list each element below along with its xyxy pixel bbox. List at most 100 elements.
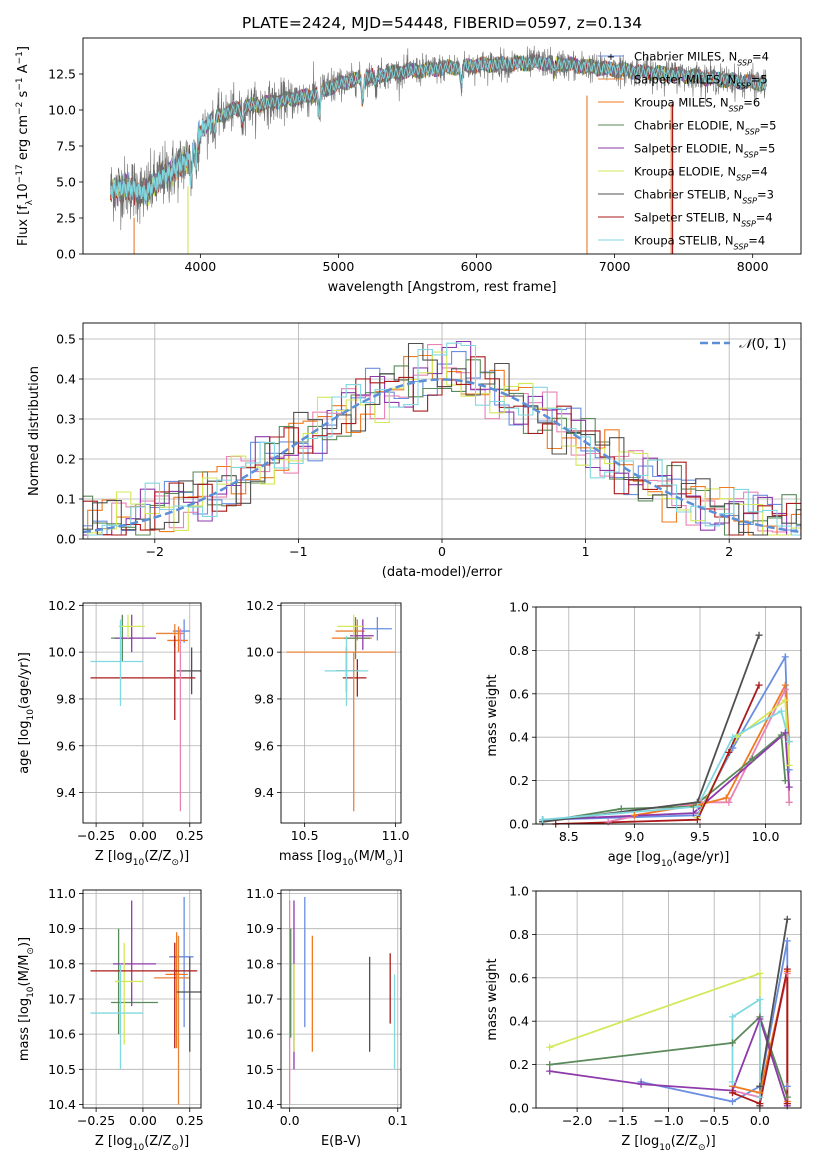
weight-point-marker xyxy=(756,969,764,977)
y-tick-label: 9.4 xyxy=(254,785,274,800)
x-axis-label: E(B-V) xyxy=(321,1134,361,1149)
weight-point-marker xyxy=(693,803,701,811)
x-tick-label: 0.1 xyxy=(388,1113,408,1128)
x-tick-label: 0 xyxy=(438,544,446,559)
x-tick-label: 9.5 xyxy=(690,829,710,844)
axes-frame xyxy=(535,606,802,825)
y-tick-label: 0.2 xyxy=(509,1057,529,1072)
y-tick-label: 10.5 xyxy=(246,1062,274,1077)
y-tick-label: 0.4 xyxy=(509,1014,529,1029)
histogram-series xyxy=(83,356,801,539)
x-axis-label: mass [log10(M/M⊙)] xyxy=(279,849,403,868)
x-tick-label: 4000 xyxy=(184,259,216,274)
weight-series-line xyxy=(542,731,791,821)
weight-point-marker xyxy=(781,681,789,689)
weight-point-marker xyxy=(729,733,737,741)
weight-point-marker xyxy=(783,1082,791,1090)
plot-area xyxy=(549,919,789,1107)
weight-point-marker xyxy=(546,1043,554,1051)
legend-marker: + xyxy=(607,52,615,63)
x-axis-label: wavelength [Angstrom, rest frame] xyxy=(328,280,557,295)
weight-point-marker xyxy=(689,809,697,817)
x-tick-label: 8000 xyxy=(737,259,769,274)
plot-area xyxy=(83,340,801,539)
plot-area xyxy=(288,897,396,1105)
panel-spectrum: 4000 5000 6000 7000 8000 0.0 2.5 5.0 7.5 10.0 12.5… xyxy=(15,37,802,295)
y-tick-label: 0.1 xyxy=(56,492,76,507)
x-tick-label: −1.5 xyxy=(608,1113,638,1128)
x-tick-label: 0.0 xyxy=(280,1113,300,1128)
y-axis-label: mass [log10(M/M⊙)] xyxy=(17,937,36,1061)
legend-entry: Kroupa ELODIE, NSSP=4 xyxy=(634,165,768,183)
weight-point-marker xyxy=(722,794,730,802)
plot-area xyxy=(90,897,201,1105)
weight-series-line xyxy=(732,968,789,1105)
weight-point-marker xyxy=(785,738,793,746)
panel-mass-vs-Z: −0.25 0.00 0.25 10.4 10.5 10.6 10.7 10.8 10.9 11.… xyxy=(17,886,204,1153)
y-tick-label: 1.0 xyxy=(509,600,529,615)
y-tick-label: 10.6 xyxy=(246,1027,274,1042)
weight-point-marker xyxy=(756,1100,764,1108)
panel-residuals: −2 −1 0 1 2 0.0 0.1 0.2 0.3 0.4 0.5 (data-model)/er… xyxy=(27,322,802,580)
y-tick-label: 10.2 xyxy=(246,598,274,613)
spectrum-legend: + Chabrier MILES, NSSP=4 Salpeter MILES, N… xyxy=(598,50,776,252)
y-tick-label: 9.8 xyxy=(56,691,76,706)
x-tick-label: −2.0 xyxy=(562,1113,592,1128)
legend-entry: Kroupa STELIB, NSSP=4 xyxy=(634,234,765,252)
weight-point-marker xyxy=(781,653,789,661)
y-tick-label: 7.5 xyxy=(56,139,76,154)
y-tick-label: 1.0 xyxy=(509,884,529,899)
x-tick-label: 0.0 xyxy=(750,1113,770,1128)
plot-area xyxy=(90,614,201,812)
x-tick-label: 0.25 xyxy=(176,1113,204,1128)
legend-entry: Salpeter MILES, NSSP=5 xyxy=(634,73,768,91)
y-tick-label: 0.0 xyxy=(509,817,529,832)
x-tick-label: 11.0 xyxy=(382,828,410,843)
y-axis-label: Normed distribution xyxy=(27,366,42,496)
y-tick-label: 0.2 xyxy=(509,773,529,788)
weight-point-marker xyxy=(785,798,793,806)
y-tick-label: 10.0 xyxy=(246,645,274,660)
x-tick-label: 1 xyxy=(582,544,590,559)
x-axis-label: Z [log10(Z/Z⊙)] xyxy=(95,849,189,868)
weight-point-marker xyxy=(630,811,638,819)
y-tick-label: 10.6 xyxy=(48,1027,76,1042)
x-tick-label: −0.25 xyxy=(77,828,115,843)
y-tick-label: 10.4 xyxy=(246,1097,274,1112)
legend-entry: Salpeter STELIB, NSSP=4 xyxy=(634,211,773,229)
y-tick-label: 10.7 xyxy=(48,992,76,1007)
weight-point-marker xyxy=(539,816,547,824)
x-tick-label: 2 xyxy=(725,544,733,559)
weight-point-marker xyxy=(756,1015,764,1023)
legend-entry: Chabrier ELODIE, NSSP=5 xyxy=(634,119,776,137)
x-tick-label: 9.0 xyxy=(624,829,644,844)
weight-point-marker xyxy=(725,748,733,756)
weight-point-marker xyxy=(756,1082,764,1090)
weight-point-marker xyxy=(728,1039,736,1047)
legend-entry: Kroupa MILES, NSSP=6 xyxy=(634,96,760,114)
weight-point-marker xyxy=(756,1093,764,1101)
x-tick-label: 10.0 xyxy=(752,829,780,844)
weight-point-marker xyxy=(728,1013,736,1021)
y-tick-label: 10.0 xyxy=(48,103,76,118)
weight-series-line xyxy=(731,997,761,1098)
model-spectrum-line xyxy=(110,57,767,201)
weight-point-marker xyxy=(781,729,789,737)
x-tick-label: 0.00 xyxy=(129,828,157,843)
x-axis-label: (data-model)/error xyxy=(382,565,503,580)
histogram-series xyxy=(87,342,801,539)
x-tick-label: 10.5 xyxy=(291,828,319,843)
panel-age-vs-Z: −0.25 0.00 0.25 9.4 9.6 9.8 10.0 10.2 Z [log10(Z… xyxy=(17,598,204,868)
y-tick-label: 9.6 xyxy=(254,738,274,753)
weight-point-marker xyxy=(748,755,756,763)
axes-frame xyxy=(280,602,402,824)
weight-point-marker xyxy=(637,1080,645,1088)
y-tick-label: 0.0 xyxy=(56,247,76,262)
axes-frame xyxy=(535,890,802,1109)
x-axis-label: age [log10(age/yr)] xyxy=(608,850,730,869)
y-tick-label: 9.8 xyxy=(254,691,274,706)
y-axis-label: mass weight xyxy=(485,674,500,756)
weight-point-marker xyxy=(693,816,701,824)
x-tick-label: −1.0 xyxy=(653,1113,683,1128)
weight-point-marker xyxy=(546,1061,554,1069)
